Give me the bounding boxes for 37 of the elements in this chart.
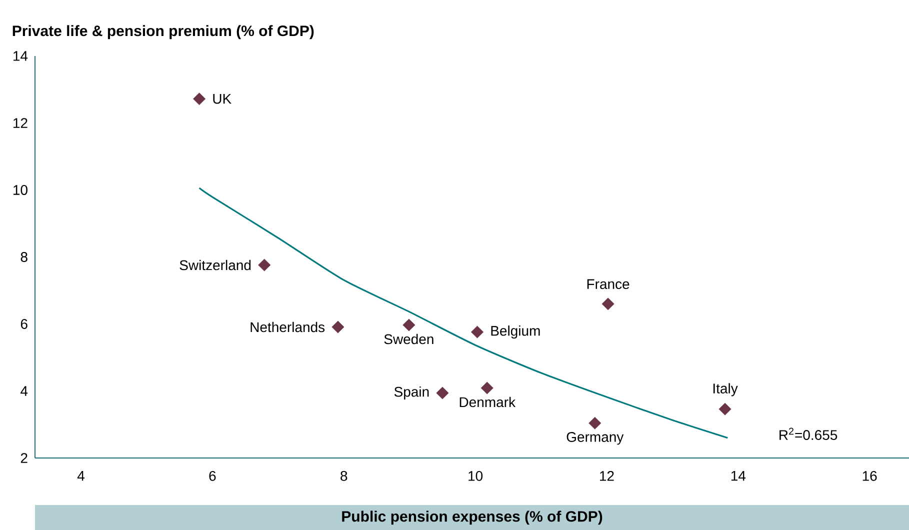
point — [436, 386, 449, 400]
point — [602, 298, 614, 310]
y-axis-title: Private life & pension premium (% of GDP) — [12, 25, 314, 40]
point — [258, 258, 271, 272]
y-tick-label: 12 — [13, 118, 28, 128]
point — [470, 326, 484, 338]
y-tick-label: 4 — [20, 386, 28, 396]
y-tick-label: 6 — [20, 319, 28, 329]
y-tick-label: 10 — [13, 185, 28, 195]
x-tick-label: 16 — [862, 470, 877, 481]
x-tick-label: 4 — [77, 471, 84, 481]
y-tick-label: 14 — [13, 51, 28, 61]
y-tick-label: 2 — [20, 453, 28, 463]
x-tick-label: 12 — [600, 470, 614, 481]
annotation: Belgium — [491, 326, 540, 339]
point — [402, 318, 416, 332]
x-tick-label: 8 — [340, 470, 348, 481]
x-tick-label: 14 — [731, 471, 746, 481]
annotation: UK — [213, 94, 232, 104]
annotation: Italy — [713, 383, 738, 396]
point — [588, 416, 602, 430]
annotation: Germany — [566, 432, 624, 445]
point — [480, 382, 494, 394]
annotation: Netherlands — [250, 322, 325, 332]
point — [332, 320, 344, 334]
x-axis-title: Public pension expenses (% of GDP) — [342, 510, 602, 525]
x-tick-label: 6 — [209, 470, 216, 481]
y-tick-label: 8 — [20, 252, 28, 262]
annotation: France — [587, 279, 630, 290]
point — [718, 402, 732, 416]
point — [193, 92, 206, 106]
annotation: Denmark — [460, 396, 516, 408]
annotation: Switzerland — [180, 260, 251, 270]
annotation: Spain — [394, 386, 429, 400]
annotation: Sweden — [384, 334, 434, 344]
annotation: R$^{2}$=0.655 — [780, 428, 838, 440]
x-tick-label: 10 — [468, 470, 483, 481]
